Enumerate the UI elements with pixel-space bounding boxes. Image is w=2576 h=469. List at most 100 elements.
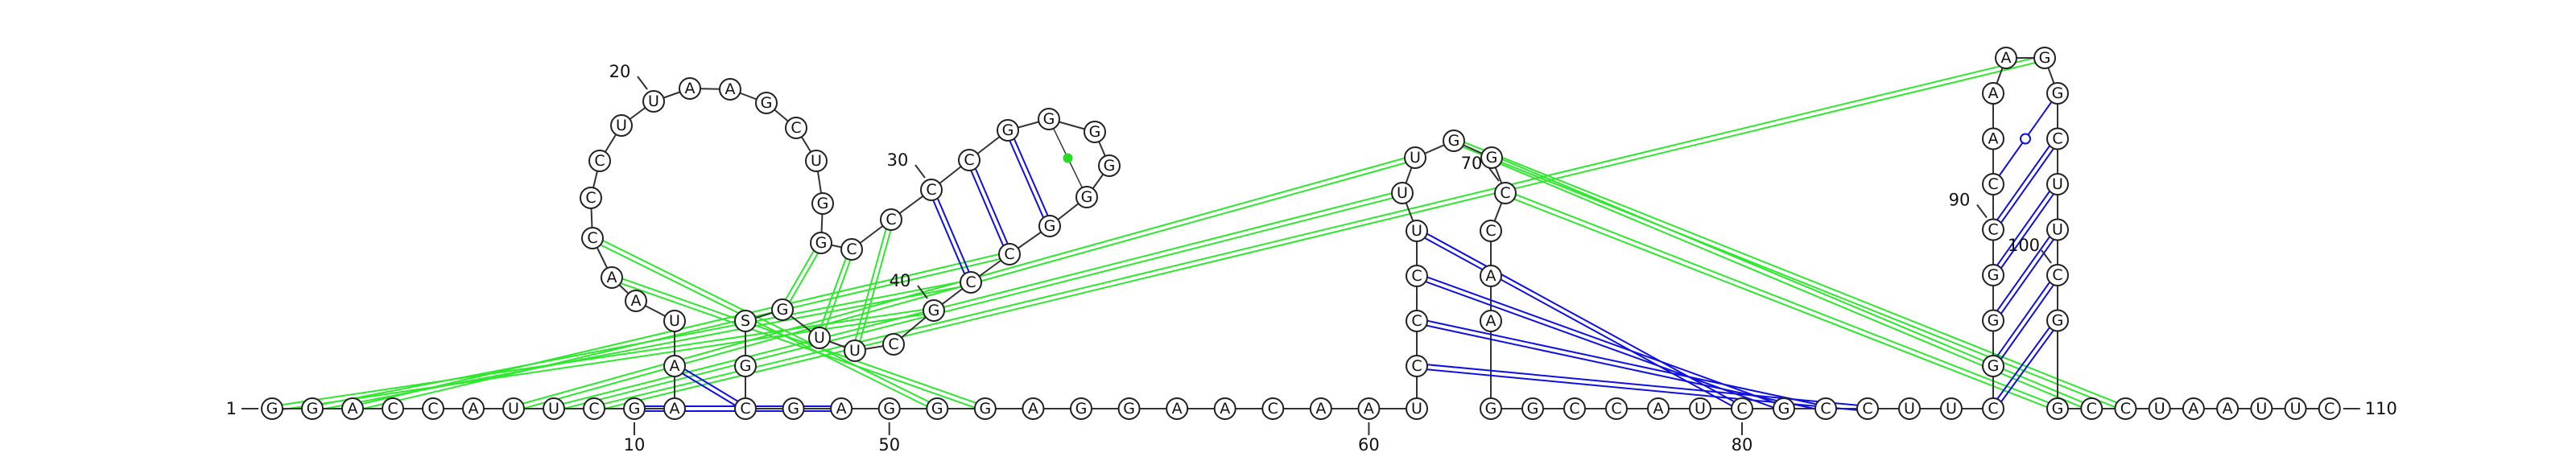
nucleotide-letter: C [1411, 357, 1422, 375]
nucleotide-circle [1406, 355, 1428, 377]
position-label: 100 [2008, 236, 2040, 255]
nucleotide: A [462, 397, 485, 420]
nucleotide: C [1480, 220, 1502, 242]
nucleotide-letter: G [815, 234, 828, 252]
nucleotide: U [502, 397, 525, 420]
nucleotide-letter: A [685, 80, 696, 97]
position-tick [2041, 249, 2052, 264]
nucleotide-letter: G [1485, 400, 1497, 418]
nucleotide-circle [422, 397, 444, 420]
nucleotide-letter: G [307, 400, 319, 418]
nucleotide: U [1898, 397, 1921, 420]
nucleotide-circle [1563, 397, 1586, 420]
nucleotide-letter: C [964, 151, 974, 169]
nucleotide-circle [1480, 146, 1503, 169]
nucleotide: A [1213, 397, 1236, 420]
nucleotide: G [1521, 397, 1544, 420]
nucleotide-letter: U [1397, 184, 1408, 202]
nucleotide-circle [2114, 397, 2137, 420]
nucleotide-circle [882, 333, 905, 356]
nucleotide: C [2046, 264, 2069, 286]
canonical-pair-bond [684, 368, 738, 402]
canonical-pair-bond [1426, 232, 1735, 403]
nucleotide-letter: U [548, 400, 559, 418]
nucleotide: U [2046, 218, 2069, 241]
nucleotide: C [422, 397, 444, 420]
nucleotide-circle [580, 187, 602, 209]
nucleotide: C [583, 397, 605, 420]
nucleotide-circle [1166, 397, 1189, 420]
nucleotide-letter: G [931, 400, 943, 418]
nucleotide-letter: U [2290, 400, 2301, 418]
nucleotide-circle [2046, 127, 2069, 150]
nucleotide-circle [1038, 215, 1061, 237]
nucleotide-letter: U [1411, 222, 1422, 240]
nucleotide: G [811, 192, 834, 215]
nucleotide: C [1814, 397, 1837, 420]
nucleotide-circle [1070, 397, 1092, 420]
nucleotide-circle [830, 397, 853, 420]
nucleotide: C [1731, 397, 1753, 420]
pseudoknot-link [610, 278, 985, 412]
nucleotide-circle [1605, 397, 1628, 420]
nucleotide-circle [543, 397, 565, 420]
nucleotide-circle [2216, 397, 2240, 420]
position-tick [1976, 204, 1988, 219]
nucleotide-circle [2046, 82, 2069, 105]
nucleotide: G [1982, 355, 2004, 377]
pseudoknot-layer [271, 55, 2127, 412]
nucleotide-circle [785, 117, 807, 139]
nucleotide: G [997, 119, 1019, 142]
nucleotide-letter: G [787, 400, 799, 418]
nucleotide-circle [679, 77, 701, 100]
nucleotide-letter: U [648, 93, 659, 110]
nucleotide: C [1605, 397, 1628, 420]
nucleotide: G [2046, 82, 2069, 105]
canonical-pair-bond [1425, 281, 1774, 409]
nucleotide-circle [1480, 310, 1502, 332]
nucleotide-circle [382, 397, 404, 420]
nucleotide-letter: U [1904, 400, 1915, 418]
nucleotide: A [341, 397, 364, 420]
nucleotide-letter: G [1002, 121, 1014, 139]
nucleotide-circle [1982, 309, 2004, 332]
nucleotide-letter: U [2154, 400, 2165, 418]
position-tick [914, 164, 926, 179]
nucleotide-letter: G [1988, 312, 2000, 330]
nucleotide-circle [840, 238, 863, 261]
nucleotide-letter: C [2087, 400, 2097, 418]
nucleotide-letter: G [1486, 149, 1498, 167]
nucleotide-circle [623, 397, 646, 420]
nucleotide: G [1480, 146, 1503, 169]
nucleotide-circle [1982, 397, 2004, 420]
nucleotide-letter: U [811, 152, 822, 170]
nucleotide: U [808, 327, 831, 349]
nucleotide-circle [1982, 173, 2004, 195]
nucleotide-letter: C [1820, 400, 1831, 418]
nucleotide-circle [1731, 397, 1753, 420]
position-label: 30 [887, 150, 909, 170]
pseudoknot-link [592, 235, 939, 408]
nucleotide-circle [2250, 397, 2273, 420]
pseudoknot-link [779, 241, 820, 309]
nucleotide: A [1480, 310, 1502, 332]
nucleotide-letter: A [631, 292, 642, 310]
nucleotide-circle [1391, 182, 1414, 204]
nucleotide-circle [663, 397, 686, 420]
nucleotide: U [610, 114, 633, 137]
nucleotide: C [2080, 397, 2103, 420]
nucleotide-letter: G [1123, 400, 1135, 418]
nucleotide-letter: U [1411, 400, 1422, 418]
nucleotide-letter: C [1988, 175, 1998, 193]
canonical-pair-bond [1427, 319, 1817, 405]
nucleotide: G [1070, 397, 1092, 420]
nucleotide-letter: G [2052, 312, 2064, 330]
nucleotide-circle [734, 355, 757, 377]
nucleotide: C [2046, 127, 2069, 150]
nucleotide-circle [734, 310, 757, 332]
nucleotide-letter: C [427, 400, 438, 418]
nucleotide: U [805, 150, 828, 172]
canonical-pair-bond [1996, 145, 2050, 220]
